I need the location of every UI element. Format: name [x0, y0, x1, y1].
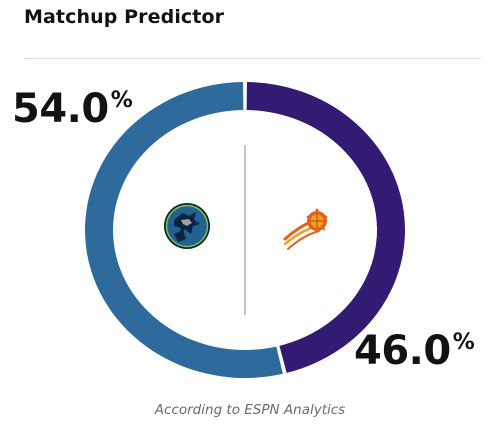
- timberwolves-logo-icon: [164, 203, 210, 249]
- suns-logo-icon: [283, 208, 328, 250]
- right-team-pct-value: 46.0: [354, 328, 451, 374]
- left-team-arc: [85, 82, 283, 378]
- right-team-arc: [246, 82, 406, 373]
- right-team-pct-sign: %: [452, 330, 475, 355]
- analytics-footnote: According to ESPN Analytics: [154, 402, 346, 418]
- right-team-win-probability: 46.0%: [354, 328, 475, 374]
- title-divider: [24, 58, 482, 59]
- left-team-pct-value: 54.0: [12, 86, 109, 132]
- left-team-win-probability: 54.0%: [12, 86, 133, 132]
- win-probability-donut: [85, 82, 406, 378]
- widget-title: Matchup Predictor: [24, 6, 225, 28]
- left-team-pct-sign: %: [110, 88, 133, 113]
